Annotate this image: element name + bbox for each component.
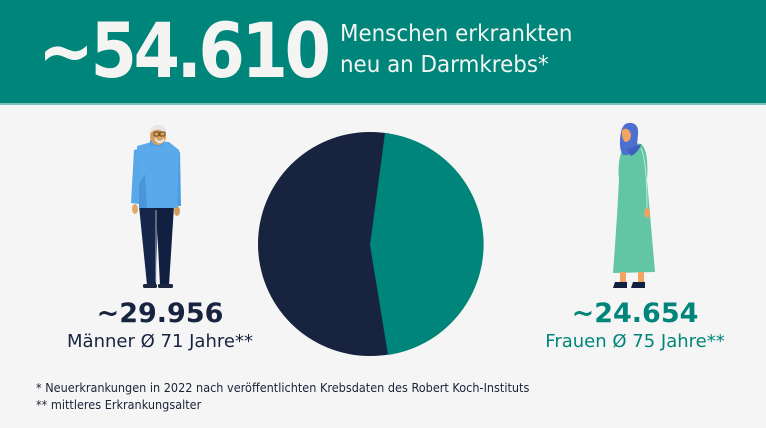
elderly-man-icon [131, 124, 181, 288]
women-stat: ~24.654 Frauen Ø 75 Jahre** [520, 298, 750, 354]
men-label: Männer Ø 71 Jahre** [67, 331, 253, 352]
headline-line-2: neu an Darmkrebs* [340, 52, 549, 78]
headline-line-1: Menschen erkrankten [340, 21, 573, 47]
women-label: Frauen Ø 75 Jahre** [545, 331, 725, 352]
footnotes: * Neuerkrankungen in 2022 nach veröffent… [36, 380, 529, 414]
total-cases-value: ~54.610 [38, 6, 331, 95]
cases-pie-chart [258, 132, 484, 356]
women-count: ~24.654 [571, 298, 699, 329]
pie-slice-women [370, 133, 484, 355]
woman-hijab-icon [613, 122, 655, 288]
footnote-age: ** mittleres Erkrankungsalter [36, 398, 202, 412]
headline: Menschen erkrankten neu an Darmkrebs* [340, 19, 572, 81]
men-count: ~29.956 [96, 298, 224, 329]
header-banner: ~54.610 Menschen erkrankten neu an Darmk… [0, 0, 766, 105]
men-stat: ~29.956 Männer Ø 71 Jahre** [40, 298, 280, 354]
footnote-source: * Neuerkrankungen in 2022 nach veröffent… [36, 381, 530, 395]
